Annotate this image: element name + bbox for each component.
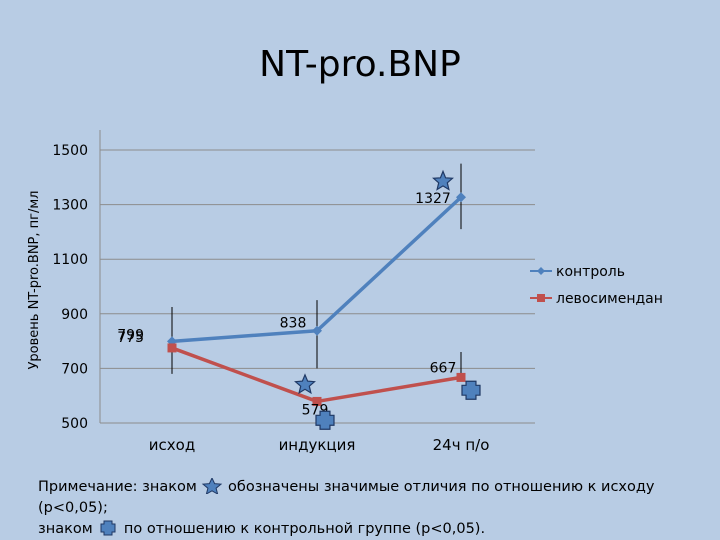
data-point — [312, 325, 322, 336]
legend-label: контроль — [556, 264, 625, 280]
legend-marker — [537, 294, 545, 302]
y-tick-label: 1500 — [52, 143, 88, 159]
star-icon — [432, 169, 454, 191]
y-tick-label: 500 — [61, 416, 88, 432]
data-label: 838 — [280, 316, 307, 332]
chart-title: NT-pro.BNP — [259, 44, 461, 85]
legend-label: левосимендан — [556, 291, 663, 307]
x-tick-label: 24ч п/о — [433, 436, 490, 454]
note-line1-after: обозначены значимые отличия по отношению… — [38, 479, 655, 516]
data-point — [167, 343, 177, 353]
x-tick-label: исход — [149, 436, 195, 454]
data-label: 1327 — [415, 191, 451, 207]
x-tick-label: индукция — [279, 436, 356, 454]
chart-note: Примечание: знаком обозначены значимые о… — [38, 477, 718, 540]
data-point — [456, 192, 466, 203]
legend-marker — [537, 267, 545, 275]
data-point — [312, 396, 322, 406]
y-axis-label: Уровень NT-pro.BNP, пг/мл — [27, 191, 42, 370]
note-line-1: Примечание: знаком обозначены значимые о… — [38, 477, 718, 519]
note-line1-before: Примечание: знаком — [38, 479, 197, 495]
note-line-2: знаком по отношению к контрольной группе… — [38, 519, 718, 540]
data-label: 667 — [430, 360, 457, 376]
plus-square-icon — [461, 380, 481, 400]
note-line2-after: по отношению к контрольной группе (p<0,0… — [123, 521, 486, 537]
data-label: 799 — [117, 327, 144, 343]
plus-square-icon — [100, 520, 116, 536]
data-point — [456, 372, 466, 382]
data-label: 775 — [117, 330, 144, 346]
y-tick-label: 900 — [61, 307, 88, 323]
y-tick-label: 700 — [61, 361, 88, 377]
y-tick-label: 1100 — [52, 252, 88, 268]
note-line2-before: знаком — [38, 521, 93, 537]
plus-square-icon — [315, 410, 335, 430]
star-icon — [202, 478, 223, 494]
y-tick-label: 1300 — [52, 198, 88, 214]
star-icon — [294, 373, 316, 395]
